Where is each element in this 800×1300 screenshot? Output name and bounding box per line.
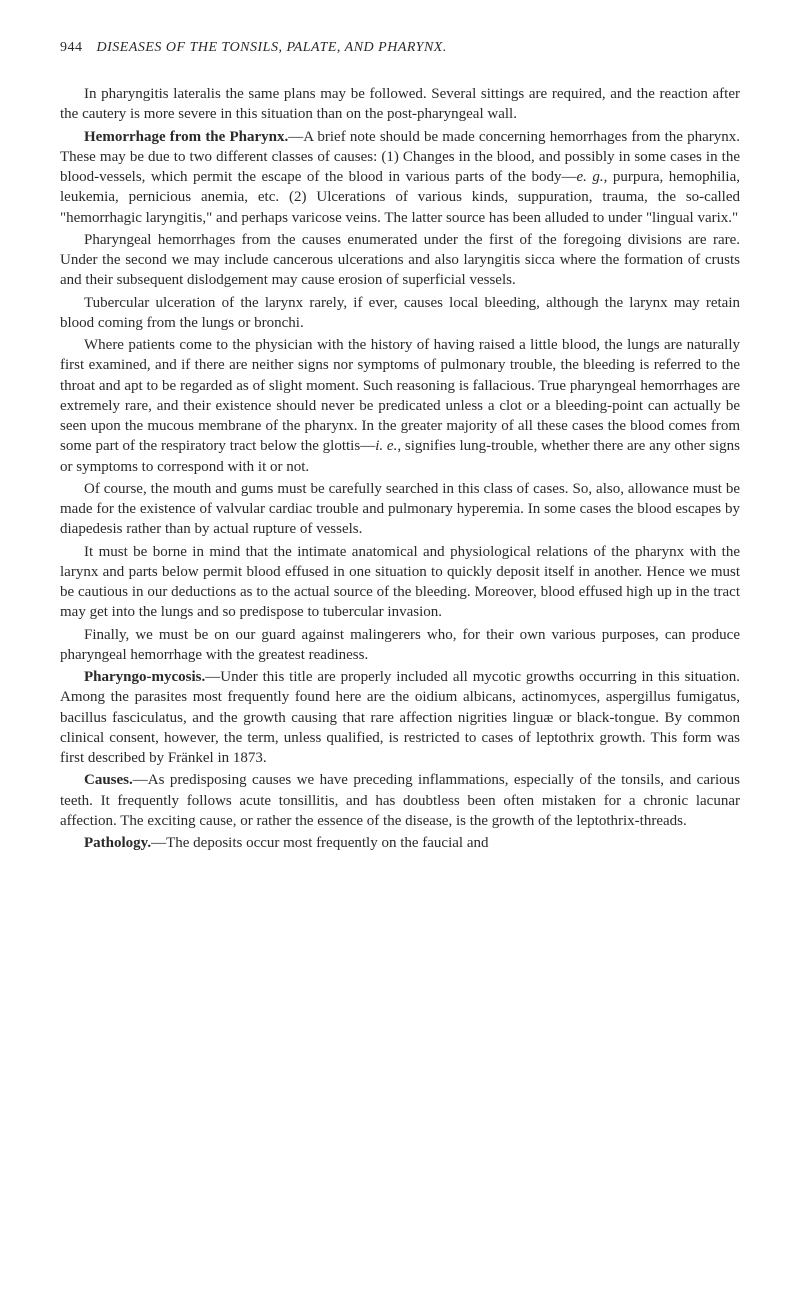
- paragraph-4: Tubercular ulceration of the larynx rare…: [60, 293, 740, 334]
- section-title-hemorrhage: Hemorrhage from the Pharynx.: [84, 129, 288, 145]
- section-title-pathology: Pathology.: [84, 835, 151, 851]
- section-title-causes: Causes.: [84, 772, 133, 788]
- paragraph-2: Hemorrhage from the Pharynx.—A brief not…: [60, 127, 740, 228]
- paragraph-1: In pharyngitis lateralis the same plans …: [60, 84, 740, 125]
- paragraph-9: Pharyngo-mycosis.—Under this title are p…: [60, 667, 740, 768]
- eg-abbrev: e. g.: [577, 169, 604, 185]
- paragraph-3: Pharyngeal hemorrhages from the causes e…: [60, 230, 740, 291]
- paragraph-8: Finally, we must be on our guard against…: [60, 625, 740, 666]
- paragraph-10-text: —As predisposing causes we have precedin…: [60, 772, 740, 829]
- running-title: DISEASES OF THE TONSILS, PALATE, AND PHA…: [97, 40, 447, 55]
- paragraph-7: It must be borne in mind that the intima…: [60, 542, 740, 623]
- page-number: 944: [60, 40, 83, 55]
- section-title-pharyngomycosis: Pharyngo-mycosis.: [84, 669, 205, 685]
- ie-abbrev: i. e.: [375, 438, 397, 454]
- paragraph-5: Where patients come to the physician wit…: [60, 335, 740, 477]
- paragraph-6: Of course, the mouth and gums must be ca…: [60, 479, 740, 540]
- page-header: 944 DISEASES OF THE TONSILS, PALATE, AND…: [60, 40, 740, 56]
- paragraph-11-text: —The deposits occur most frequently on t…: [151, 835, 488, 851]
- paragraph-11: Pathology.—The deposits occur most frequ…: [60, 833, 740, 853]
- paragraph-5-text-a: Where patients come to the physician wit…: [60, 337, 740, 454]
- paragraph-10: Causes.—As predisposing causes we have p…: [60, 770, 740, 831]
